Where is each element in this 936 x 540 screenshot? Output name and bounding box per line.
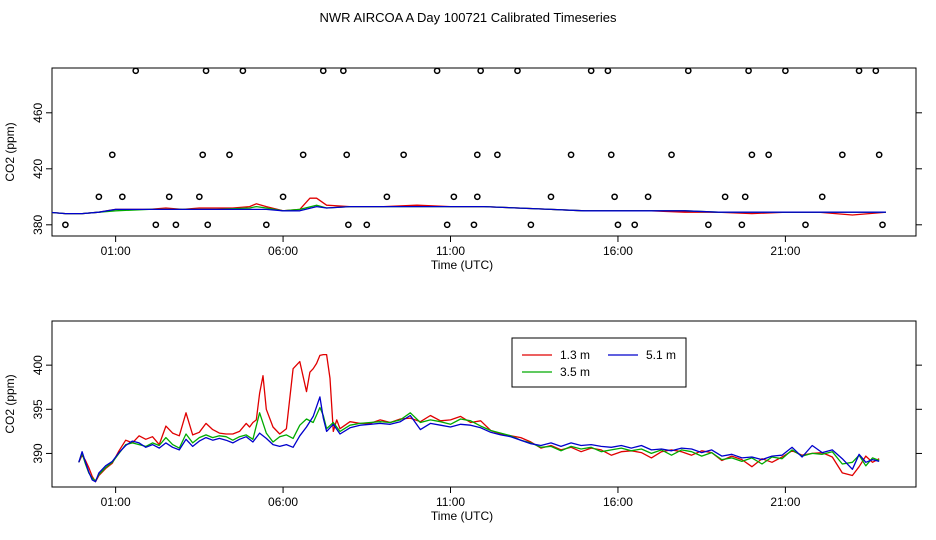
- scatter-point: [587, 67, 595, 75]
- scatter-point: [705, 221, 712, 229]
- legend-label: 1.3 m: [560, 348, 590, 362]
- scatter-point: [567, 151, 575, 159]
- scatter-point: [614, 221, 622, 229]
- chart-title: NWR AIRCOA A Day 100721 Calibrated Times…: [320, 10, 617, 25]
- x-axis-label: Time (UTC): [431, 509, 493, 523]
- x-tick-label: 01:00: [101, 495, 131, 509]
- scatter-point: [872, 67, 880, 75]
- y-axis-label: CO2 (ppm): [3, 374, 17, 433]
- series-line-5-1-m: [78, 396, 880, 483]
- legend-box: [511, 337, 687, 388]
- scatter-point: [279, 193, 287, 201]
- scatter-point: [299, 151, 307, 159]
- scatter-point: [450, 193, 458, 201]
- scatter-point: [644, 193, 652, 201]
- scatter-point: [202, 67, 210, 75]
- legend-label: 5.1 m: [646, 348, 676, 362]
- scatter-point: [607, 151, 615, 159]
- scatter-point: [132, 67, 140, 75]
- scatter-point: [152, 221, 160, 229]
- scatter-point: [684, 67, 692, 75]
- y-tick-label: 420: [31, 158, 45, 178]
- scatter-point: [527, 221, 535, 229]
- scatter-point: [745, 67, 752, 75]
- x-tick-label: 21:00: [770, 495, 800, 509]
- x-tick-label: 11:00: [436, 244, 465, 258]
- x-tick-label: 06:00: [268, 495, 298, 509]
- scatter-point: [199, 151, 207, 159]
- scatter-point: [855, 67, 863, 75]
- scatter-point: [741, 193, 749, 201]
- scatter-point: [195, 193, 203, 201]
- y-tick-label: 460: [31, 102, 45, 122]
- scatter-point: [239, 67, 247, 75]
- series-line-3-5-m: [78, 406, 880, 482]
- scatter-point: [345, 221, 352, 229]
- legend-label: 3.5 m: [560, 365, 590, 379]
- scatter-point: [172, 221, 180, 229]
- scatter-point: [343, 151, 351, 159]
- scatter-point: [748, 151, 756, 159]
- scatter-points: [62, 67, 886, 229]
- scatter-point: [400, 151, 407, 159]
- x-tick-label: 01:00: [101, 244, 131, 258]
- scatter-point: [383, 193, 391, 201]
- scatter-point: [875, 151, 883, 159]
- scatter-point: [262, 221, 270, 229]
- x-axis-label: Time (UTC): [431, 258, 493, 272]
- x-tick-label: 16:00: [603, 244, 633, 258]
- scatter-point: [95, 193, 103, 201]
- scatter-point: [802, 221, 809, 229]
- y-tick-label: 400: [31, 355, 45, 375]
- plot-frame: [51, 320, 917, 488]
- scatter-point: [226, 151, 233, 159]
- top-panel-timeseries: 01:00 06:00 11:00 16:00 21:00 380 420 460 Time (…: [3, 67, 922, 272]
- scatter-point: [782, 67, 789, 75]
- scatter-point: [204, 221, 212, 229]
- scatter-point: [514, 67, 521, 75]
- x-tick-label: 11:00: [436, 495, 465, 509]
- x-tick-label: 06:00: [268, 244, 298, 258]
- y-tick-label: 390: [31, 443, 45, 463]
- scatter-point: [604, 67, 612, 75]
- scatter-point: [631, 221, 639, 229]
- scatter-point: [668, 151, 675, 159]
- scatter-point: [363, 221, 371, 229]
- y-axis-label: CO2 (ppm): [3, 122, 17, 181]
- scatter-point: [118, 193, 126, 201]
- scatter-point: [721, 193, 729, 201]
- scatter-point: [547, 193, 555, 201]
- y-tick-label: 380: [31, 214, 45, 234]
- series-group: [52, 197, 886, 216]
- scatter-point: [494, 151, 501, 159]
- scatter-point: [443, 221, 451, 229]
- scatter-point: [339, 67, 347, 75]
- scatter-point: [879, 221, 886, 229]
- bottom-panel-timeseries: 01:00 06:00 11:00 16:00 21:00 390 395 400 Time (…: [3, 320, 922, 523]
- x-tick-label: 21:00: [770, 244, 800, 258]
- series-line-5-1-m: [52, 205, 886, 215]
- series-group: [78, 353, 880, 483]
- scatter-point: [108, 151, 116, 159]
- scatter-point: [433, 67, 441, 75]
- scatter-point: [165, 193, 173, 201]
- scatter-point: [473, 151, 481, 159]
- legend: 1.3 m 3.5 m 5.1 m: [511, 337, 687, 388]
- scatter-point: [838, 151, 846, 159]
- scatter-point: [470, 221, 478, 229]
- scatter-point: [818, 193, 826, 201]
- plot-frame: [51, 67, 917, 237]
- scatter-point: [765, 151, 773, 159]
- y-tick-label: 395: [31, 399, 45, 419]
- scatter-point: [473, 193, 481, 201]
- scatter-point: [738, 221, 746, 229]
- scatter-point: [611, 193, 618, 201]
- scatter-point: [477, 67, 485, 75]
- scatter-point: [62, 221, 69, 229]
- scatter-point: [319, 67, 327, 75]
- x-tick-label: 16:00: [603, 495, 633, 509]
